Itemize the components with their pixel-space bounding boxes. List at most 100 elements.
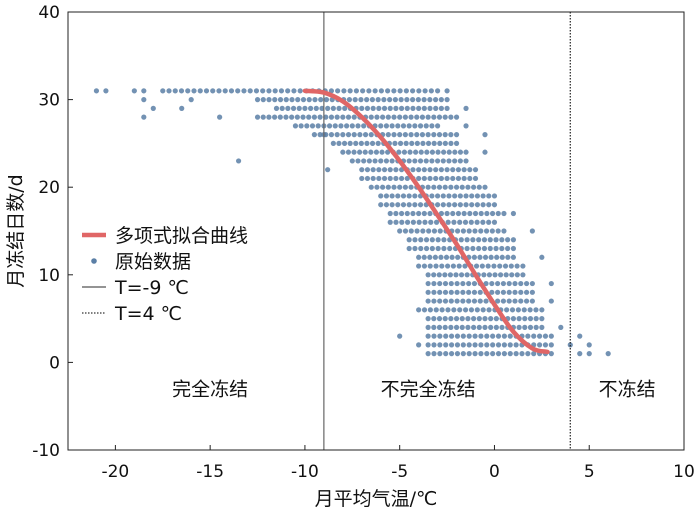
data-point bbox=[484, 210, 490, 217]
data-point bbox=[304, 123, 310, 129]
data-point bbox=[514, 272, 520, 278]
data-point bbox=[539, 324, 545, 330]
data-point bbox=[340, 149, 346, 155]
data-point bbox=[482, 316, 488, 322]
data-point bbox=[539, 254, 545, 260]
data-point bbox=[436, 272, 442, 278]
data-point bbox=[481, 245, 488, 252]
data-point bbox=[443, 342, 449, 348]
data-point bbox=[423, 158, 429, 164]
data-point bbox=[389, 158, 395, 164]
data-point bbox=[391, 132, 397, 138]
data-point bbox=[347, 88, 353, 94]
data-point bbox=[431, 272, 437, 278]
data-point bbox=[150, 105, 156, 111]
data-point bbox=[513, 351, 519, 357]
data-point bbox=[306, 114, 312, 120]
data-point bbox=[440, 202, 446, 208]
data-point bbox=[523, 280, 530, 287]
data-point bbox=[527, 307, 533, 313]
data-point bbox=[425, 280, 431, 287]
data-point bbox=[260, 114, 266, 120]
data-point bbox=[471, 184, 477, 190]
data-point bbox=[529, 228, 535, 234]
data-point bbox=[359, 175, 365, 182]
data-point bbox=[462, 307, 469, 313]
data-point bbox=[495, 228, 501, 234]
data-point bbox=[548, 298, 554, 304]
data-point bbox=[416, 88, 422, 94]
data-point bbox=[373, 149, 380, 155]
data-point bbox=[408, 228, 414, 234]
data-point bbox=[247, 88, 253, 94]
data-point bbox=[308, 105, 314, 111]
data-point bbox=[481, 272, 487, 278]
data-point bbox=[378, 88, 384, 94]
data-point bbox=[539, 316, 545, 322]
data-point bbox=[455, 175, 462, 182]
data-point bbox=[441, 237, 447, 243]
data-point bbox=[427, 254, 433, 260]
data-point bbox=[455, 228, 461, 234]
data-point bbox=[463, 202, 469, 208]
data-point bbox=[412, 123, 418, 129]
data-point bbox=[397, 228, 403, 234]
data-point bbox=[336, 140, 342, 146]
data-point bbox=[444, 175, 450, 182]
data-point bbox=[472, 351, 478, 357]
data-point bbox=[403, 88, 409, 94]
data-point bbox=[507, 351, 513, 357]
data-point bbox=[328, 88, 335, 94]
data-point bbox=[476, 324, 482, 330]
data-point bbox=[505, 245, 511, 252]
data-point bbox=[334, 132, 340, 138]
data-point bbox=[490, 342, 496, 348]
data-point bbox=[486, 272, 493, 278]
data-point bbox=[472, 167, 479, 173]
data-point bbox=[428, 219, 434, 225]
data-point bbox=[501, 342, 507, 348]
reference-lines bbox=[323, 12, 571, 450]
data-point bbox=[179, 105, 185, 111]
data-point bbox=[417, 202, 424, 208]
data-point bbox=[478, 333, 484, 339]
data-point bbox=[406, 158, 412, 164]
data-point bbox=[433, 175, 439, 182]
data-point bbox=[254, 97, 261, 103]
data-point bbox=[480, 219, 486, 225]
data-point bbox=[414, 132, 420, 138]
data-point bbox=[298, 123, 304, 129]
data-point bbox=[448, 298, 454, 304]
data-point bbox=[421, 97, 427, 103]
data-point bbox=[370, 105, 376, 111]
data-point bbox=[410, 167, 416, 173]
data-point bbox=[558, 324, 564, 330]
data-point bbox=[431, 184, 437, 190]
data-point bbox=[505, 254, 511, 260]
data-point bbox=[351, 114, 357, 120]
data-point bbox=[480, 307, 486, 313]
data-point bbox=[292, 123, 299, 129]
data-point bbox=[472, 228, 478, 234]
data-point bbox=[465, 324, 471, 330]
data-point bbox=[408, 114, 414, 120]
data-point bbox=[266, 114, 272, 120]
data-point bbox=[500, 280, 507, 287]
y-tick-label: 20 bbox=[38, 178, 60, 198]
data-point bbox=[387, 97, 393, 103]
data-point bbox=[302, 105, 308, 111]
data-point bbox=[345, 114, 352, 120]
data-point bbox=[464, 245, 470, 252]
data-point bbox=[463, 123, 469, 129]
data-point bbox=[462, 263, 468, 269]
data-point bbox=[385, 184, 391, 190]
data-point bbox=[410, 219, 416, 225]
data-point bbox=[495, 210, 501, 217]
data-point bbox=[294, 114, 300, 120]
data-point bbox=[380, 184, 386, 190]
data-point bbox=[442, 280, 449, 287]
data-point bbox=[437, 228, 443, 234]
data-point bbox=[529, 280, 535, 287]
data-point bbox=[513, 342, 519, 348]
